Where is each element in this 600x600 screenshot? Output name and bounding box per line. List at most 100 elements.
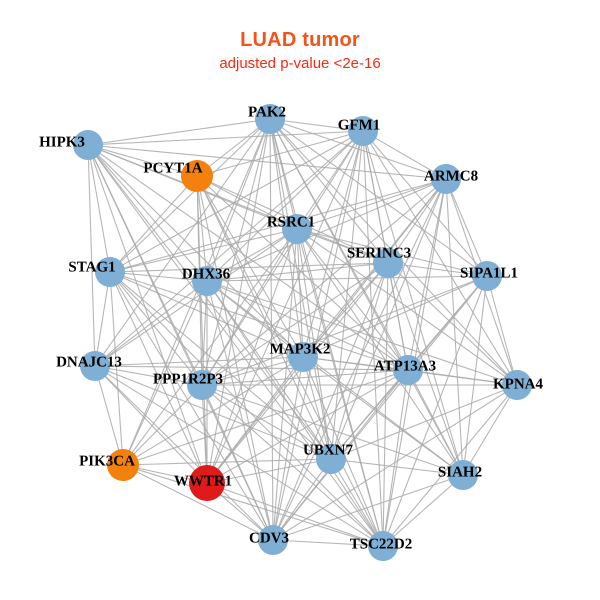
network-edge <box>330 458 464 476</box>
network-edge <box>206 280 409 371</box>
network-edge <box>486 275 518 386</box>
network-node-pik3ca[interactable] <box>107 449 139 481</box>
network-edge <box>362 130 518 386</box>
network-edge <box>94 280 208 367</box>
network-edge <box>201 118 271 386</box>
network-edge <box>296 228 332 460</box>
network-edge <box>201 384 332 460</box>
network-edge <box>94 365 124 466</box>
network-edge <box>296 228 384 547</box>
network-edge <box>269 118 464 476</box>
network-edge <box>206 118 271 484</box>
network-node-tsc22d2[interactable] <box>368 531 398 561</box>
network-edge <box>109 271 274 541</box>
network-edge <box>122 369 409 466</box>
network-node-hipk3[interactable] <box>73 130 103 160</box>
network-edge <box>206 280 274 541</box>
network-edge <box>269 118 332 460</box>
network-edge <box>109 271 124 466</box>
network-edge <box>109 130 364 273</box>
network-edge <box>109 118 271 273</box>
network-edge <box>94 228 298 367</box>
network-edge <box>302 275 488 358</box>
network-edge <box>382 262 389 547</box>
network-node-ubxn7[interactable] <box>316 444 346 474</box>
network-edge <box>109 271 203 386</box>
network-edge <box>445 178 464 476</box>
network-edge <box>387 262 488 277</box>
network-edge <box>302 356 332 460</box>
network-edge <box>272 130 364 541</box>
network-edge <box>87 144 304 358</box>
network-edge <box>201 130 364 386</box>
network-edge <box>362 130 488 277</box>
network-edge <box>87 130 364 146</box>
network-node-pak2[interactable] <box>255 104 285 134</box>
network-edge <box>196 175 332 460</box>
network-edge <box>387 262 518 386</box>
network-edge <box>201 356 304 386</box>
network-edge <box>109 271 384 547</box>
network-node-armc8[interactable] <box>431 164 461 194</box>
network-edge <box>445 178 488 277</box>
network-node-rsrc1[interactable] <box>282 214 312 244</box>
network-edge <box>122 464 384 547</box>
network-edge <box>94 356 304 367</box>
network-node-serinc3[interactable] <box>373 248 403 278</box>
network-node-sipa1l1[interactable] <box>472 261 502 291</box>
network-node-pcyt1a[interactable] <box>181 160 213 192</box>
network-edge <box>87 118 271 146</box>
network-edge <box>94 365 203 386</box>
network-edge <box>196 175 298 230</box>
network-edge <box>109 228 298 273</box>
network-edge <box>330 369 409 460</box>
network-edge <box>382 275 488 547</box>
network-edge <box>272 474 464 541</box>
network-edge <box>206 280 384 547</box>
network-node-kpna4[interactable] <box>502 370 532 400</box>
network-edge <box>196 175 274 541</box>
network-edge <box>122 458 332 466</box>
network-node-siah2[interactable] <box>448 460 478 490</box>
network-edge <box>206 262 389 484</box>
network-edge <box>206 275 488 282</box>
network-edge <box>330 262 389 460</box>
network-edge <box>94 130 364 367</box>
network-node-gfm1[interactable] <box>348 116 378 146</box>
network-edge <box>272 356 304 541</box>
network-edge <box>462 275 488 476</box>
network-edge <box>206 458 332 484</box>
network-node-ppp1r2p3[interactable] <box>187 370 217 400</box>
network-edge <box>296 178 447 230</box>
network-edge <box>87 144 208 282</box>
network-edge <box>109 271 332 460</box>
network-edge <box>196 175 409 371</box>
network-edge <box>94 118 271 367</box>
network-node-dnajc13[interactable] <box>80 351 110 381</box>
network-node-cdv3[interactable] <box>258 525 288 555</box>
network-edge <box>201 275 488 386</box>
network-node-atp13a3[interactable] <box>393 355 423 385</box>
network-node-dhx36[interactable] <box>192 266 222 296</box>
network-edge <box>94 365 332 460</box>
network-node-stag1[interactable] <box>95 257 125 287</box>
network-edge <box>196 175 208 282</box>
network-edge <box>201 384 464 476</box>
network-node-wwtr1[interactable] <box>189 465 225 501</box>
network-edge <box>122 356 304 466</box>
network-edge <box>196 175 304 358</box>
network-edge <box>206 228 298 484</box>
network-edge <box>206 178 447 282</box>
network-edge <box>206 130 364 282</box>
network-edge <box>109 262 389 273</box>
network-edge <box>201 228 298 386</box>
network-edge <box>196 175 208 484</box>
network-edge <box>272 458 332 541</box>
network-edge <box>330 130 364 460</box>
network-node-map3k2[interactable] <box>288 342 318 372</box>
network-edge <box>296 228 409 371</box>
network-edge <box>94 365 384 547</box>
